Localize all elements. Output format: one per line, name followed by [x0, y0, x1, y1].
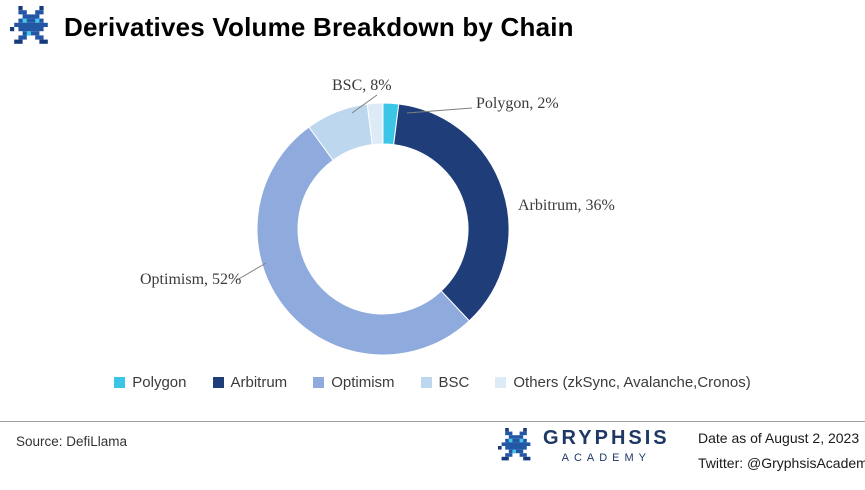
twitter-note: Twitter: @GryphsisAcademy: [698, 455, 865, 471]
data-label-bsc: BSC, 8%: [332, 77, 392, 94]
legend-label-optimism: Optimism: [331, 374, 395, 391]
legend-swatch-bsc: [420, 377, 432, 388]
legend-swatch-arbitrum: [212, 377, 224, 388]
legend-item-arbitrum: Arbitrum: [212, 374, 288, 391]
legend-item-bsc: BSC: [420, 374, 470, 391]
chart-legend: Polygon Arbitrum Optimism BSC Others (zkSync…: [0, 374, 865, 391]
data-label-arbitrum: Arbitrum, 36%: [518, 197, 615, 214]
page-header: Derivatives Volume Breakdown by Chain: [10, 6, 574, 48]
legend-swatch-others-zksync-avalanche-cronos: [495, 377, 507, 388]
page-title: Derivatives Volume Breakdown by Chain: [64, 11, 574, 42]
legend-label-polygon: Polygon: [132, 374, 187, 391]
leader-line-polygon: [406, 107, 473, 114]
legend-item-polygon: Polygon: [114, 374, 187, 391]
leader-line-bsc: [351, 94, 378, 114]
legend-item-optimism: Optimism: [313, 374, 395, 391]
pixel-dragon-icon: [498, 428, 534, 464]
gryphsis-brand: GRYPHSIS ACADEMY: [498, 427, 670, 464]
legend-swatch-polygon: [114, 377, 126, 388]
footer-meta: Date as of August 2, 2023 Twitter: @Gryp…: [698, 430, 865, 480]
legend-label-others-zksync-avalanche-cronos: Others (zkSync, Avalanche,Cronos): [513, 374, 751, 391]
data-label-optimism: Optimism, 52%: [140, 271, 242, 288]
date-note: Date as of August 2, 2023: [698, 430, 860, 446]
donut-slice-optimism: [256, 126, 470, 356]
footer: Source: DefiLlama GRYPHSIS ACADEMY Date …: [0, 421, 865, 490]
brand-name: GRYPHSIS: [543, 427, 670, 449]
brand-subtitle: ACADEMY: [561, 452, 652, 464]
source-note: Source: DefiLlama: [16, 434, 128, 449]
leader-line-optimism: [236, 262, 267, 281]
brand-wordmark: GRYPHSIS ACADEMY: [543, 427, 670, 464]
legend-swatch-optimism: [313, 377, 325, 388]
donut-slice-others-zksync-avalanche-cronos: [366, 102, 384, 146]
legend-label-arbitrum: Arbitrum: [230, 374, 288, 391]
data-label-polygon: Polygon, 2%: [476, 95, 559, 112]
legend-item-others-zksync-avalanche-cronos: Others (zkSync, Avalanche,Cronos): [495, 374, 751, 391]
donut-slice-arbitrum: [393, 103, 510, 322]
legend-label-bsc: BSC: [438, 374, 470, 391]
